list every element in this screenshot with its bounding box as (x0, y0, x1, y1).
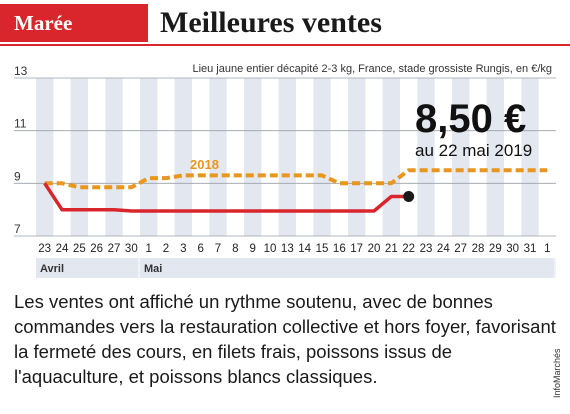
column-stripe (70, 78, 88, 236)
header: Marée Meilleures ventes (0, 0, 570, 46)
column-stripe (244, 78, 262, 236)
x-tick-label: 23 (38, 243, 51, 255)
x-tick-label: 1 (544, 243, 550, 255)
y-axis-ticks: 7 9 11 13 (14, 64, 28, 236)
column-stripe (452, 78, 470, 236)
y-tick-label: 13 (14, 64, 28, 78)
x-tick-label: 25 (73, 243, 86, 255)
column-stripe (140, 78, 158, 236)
x-tick-label: 17 (350, 243, 363, 255)
month-segment (140, 258, 554, 278)
page-title: Meilleures ventes (160, 6, 382, 39)
x-tick-label: 2 (163, 243, 169, 255)
x-tick-label: 8 (232, 243, 238, 255)
y-tick-label: 11 (14, 117, 27, 131)
header-rule (0, 44, 570, 46)
category-badge: Marée (0, 4, 148, 42)
column-stripe (278, 78, 296, 236)
month-segment (36, 258, 138, 278)
description: Les ventes ont affiché un rythme soutenu… (14, 291, 556, 387)
month-label: Mai (144, 263, 162, 275)
x-tick-label: 30 (125, 243, 138, 255)
x-tick-label: 22 (402, 243, 415, 255)
series-line-2019 (43, 182, 409, 213)
month-row: Avril Mai (36, 258, 556, 278)
x-tick-label: 16 (333, 243, 346, 255)
annotation-date: au 22 mai 2019 (415, 141, 532, 160)
column-stripes (36, 78, 539, 236)
column-stripe (348, 78, 366, 236)
month-label: Avril (40, 263, 64, 275)
x-tick-label: 24 (437, 243, 450, 255)
x-tick-label: 9 (249, 243, 255, 255)
column-stripe (209, 78, 227, 236)
x-tick-label: 6 (197, 243, 203, 255)
gridlines (14, 77, 556, 237)
x-tick-label: 21 (385, 243, 398, 255)
column-stripe (313, 78, 331, 236)
price-chart: Lieu jaune entier décapité 2-3 kg, Franc… (14, 63, 556, 278)
x-tick-label: 23 (420, 243, 433, 255)
x-tick-label: 30 (506, 243, 519, 255)
current-point-marker (403, 191, 415, 202)
column-stripe (36, 78, 54, 236)
x-tick-label: 7 (215, 243, 221, 255)
x-axis-ticks: 23 24 25 26 27 30 1 2 3 6 7 8 9 10 13 14 15 16 17 20 21 22 23 2… (38, 243, 550, 255)
x-tick-label: 3 (180, 243, 186, 255)
credit: InfoMarchés (552, 348, 562, 398)
series-label-2018: 2018 (190, 157, 219, 172)
column-stripe (382, 78, 400, 236)
chart-subtitle: Lieu jaune entier décapité 2-3 kg, Franc… (192, 63, 552, 75)
x-tick-label: 14 (298, 243, 311, 255)
column-stripe (486, 78, 504, 236)
x-tick-label: 13 (281, 243, 294, 255)
column-stripe (174, 78, 192, 236)
x-tick-label: 20 (368, 243, 381, 255)
annotation-value: 8,50 € (415, 97, 526, 141)
column-stripe (105, 78, 123, 236)
x-tick-label: 27 (108, 243, 121, 255)
x-tick-label: 28 (472, 243, 485, 255)
column-stripe (521, 78, 539, 236)
series-line-2018 (44, 168, 548, 190)
y-tick-label: 9 (14, 169, 21, 183)
column-stripe (417, 78, 435, 236)
x-tick-label: 27 (454, 243, 467, 255)
x-tick-label: 24 (56, 243, 69, 255)
x-tick-label: 31 (524, 243, 537, 255)
x-tick-label: 29 (489, 243, 502, 255)
y-tick-label: 7 (14, 222, 21, 236)
x-tick-label: 15 (316, 243, 329, 255)
x-tick-label: 10 (264, 243, 277, 255)
x-tick-label: 26 (90, 243, 103, 255)
x-tick-label: 1 (145, 243, 151, 255)
